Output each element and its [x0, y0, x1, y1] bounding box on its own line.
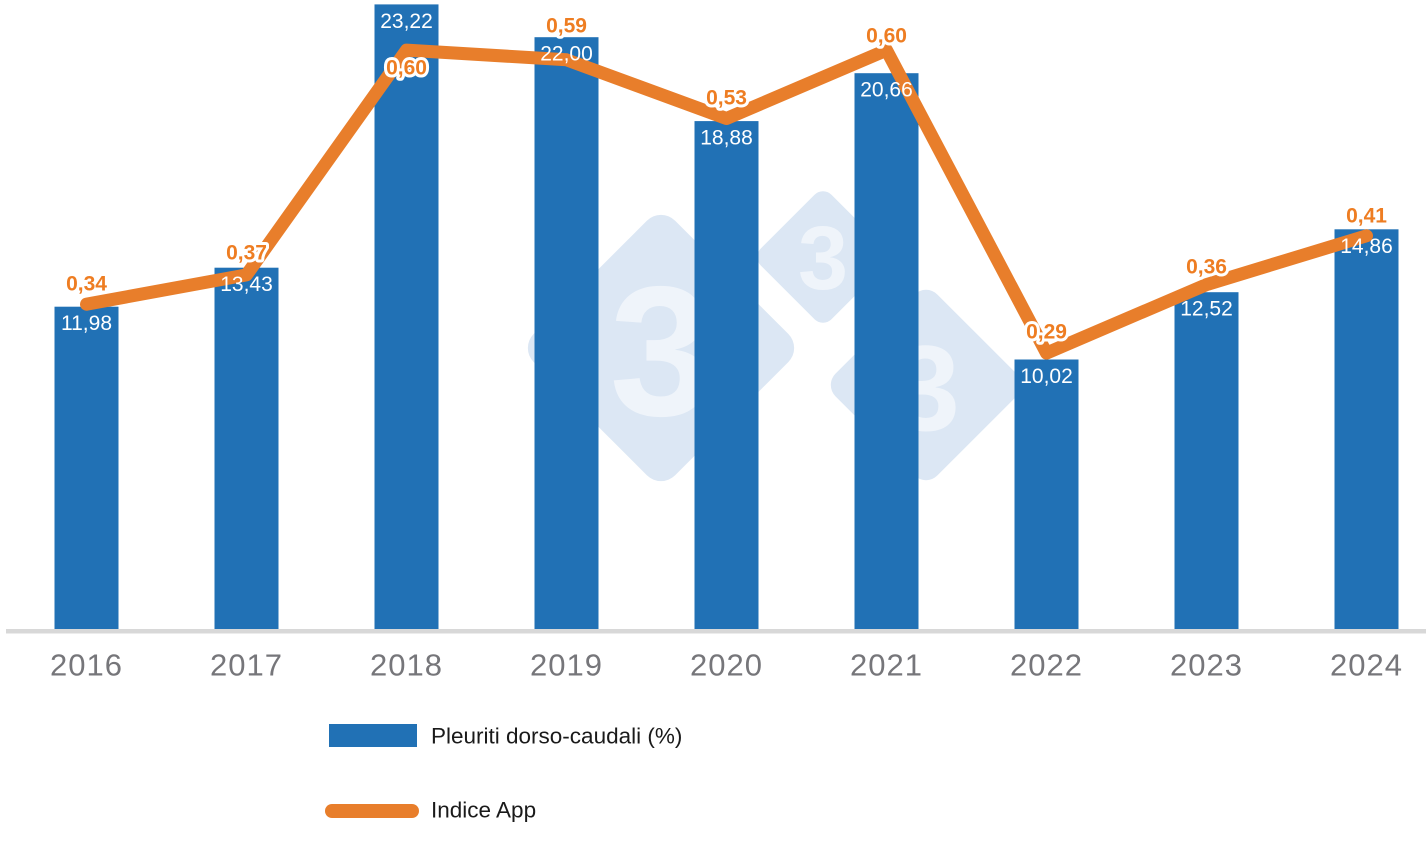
line-value-label-2021: 0,60 — [866, 25, 907, 48]
line-series — [80, 43, 1373, 360]
x-tick-2017: 2017 — [210, 648, 283, 683]
bar-value-labels: 11,98 13,43 23,22 22,00 18,88 20,66 10,02 12,52… — [61, 10, 1393, 388]
legend-swatch-bar-series — [329, 724, 417, 747]
bar-value-label-2020: 18,88 — [700, 127, 753, 150]
bar-2021 — [854, 73, 919, 629]
line-value-label-2017: 0,37 — [226, 242, 267, 265]
line-value-labels: 0,34 0,37 0,60 0,59 0,53 0,60 0,29 0,36 0,41 — [63, 12, 1390, 347]
line-value-label-2020: 0,53 — [706, 87, 747, 110]
x-tick-2018: 2018 — [370, 648, 443, 683]
bar-2023 — [1174, 292, 1239, 629]
bar-value-label-2023: 12,52 — [1180, 298, 1233, 321]
line-value-label-2018: 0,60 — [386, 57, 427, 80]
x-tick-2020: 2020 — [690, 648, 763, 683]
bar-series — [54, 4, 1399, 630]
bar-value-label-2017: 13,43 — [220, 273, 273, 296]
line-value-label-2016: 0,34 — [66, 273, 107, 296]
bar-value-label-2021: 20,66 — [860, 79, 913, 102]
legend: Pleuriti dorso-caudali (%) Indice App — [325, 724, 682, 823]
bar-2017 — [214, 267, 279, 629]
x-axis-tick-labels: 2016 2017 2018 2019 2020 2021 2022 2023 2024 — [50, 648, 1403, 683]
x-tick-2019: 2019 — [530, 648, 603, 683]
bar-value-label-2016: 11,98 — [61, 312, 112, 335]
bar-2019 — [534, 37, 599, 629]
indice-app-line — [80, 43, 1373, 360]
x-tick-2023: 2023 — [1170, 648, 1243, 683]
bar-2018 — [374, 4, 439, 629]
x-tick-2022: 2022 — [1010, 648, 1083, 683]
bar-2022 — [1014, 359, 1079, 629]
x-tick-2021: 2021 — [850, 648, 923, 683]
bar-2024 — [1334, 229, 1399, 630]
bar-value-label-2018: 23,22 — [380, 10, 433, 33]
line-value-label-2023: 0,36 — [1186, 256, 1227, 279]
line-value-label-2022: 0,29 — [1026, 321, 1067, 344]
watermark-glyph-small: 3 — [798, 209, 848, 309]
x-tick-2024: 2024 — [1330, 648, 1403, 683]
bar-2016 — [54, 306, 119, 629]
bar-value-label-2022: 10,02 — [1020, 365, 1073, 388]
line-value-label-2024: 0,41 — [1346, 205, 1387, 228]
bar-2020 — [694, 121, 759, 629]
x-tick-2016: 2016 — [50, 648, 123, 683]
legend-label-bar-series: Pleuriti dorso-caudali (%) — [431, 724, 682, 749]
bar-value-label-2019: 22,00 — [540, 43, 593, 66]
legend-label-line-series: Indice App — [431, 798, 536, 823]
x-axis-line — [6, 629, 1426, 634]
bar-value-label-2024: 14,86 — [1340, 235, 1393, 258]
line-value-label-2019: 0,59 — [546, 15, 587, 38]
